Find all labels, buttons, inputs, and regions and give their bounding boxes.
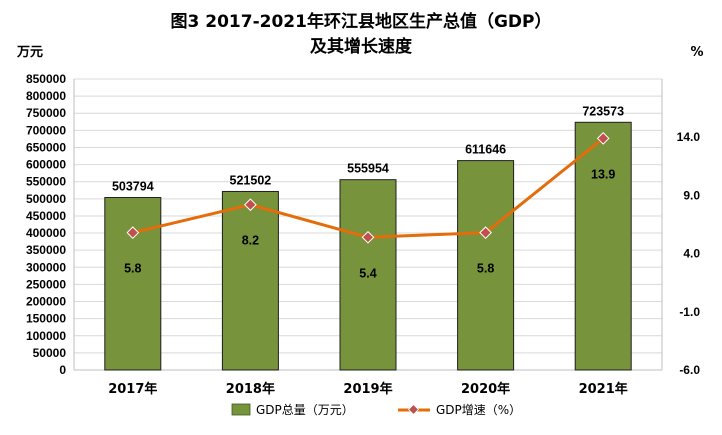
growth-value-label: 5.8 [124,262,141,276]
left-tick-label: 50000 [33,346,67,360]
gdp-bar [221,190,279,371]
right-axis-ticks: -6.0 -1.0 4.0 9.0 14.0 [677,130,701,377]
gdp-bar-value-label: 611646 [465,143,506,157]
left-tick-label: 500000 [26,192,66,206]
category-tick-label: 2019年 [343,381,392,397]
growth-marker [126,226,140,240]
left-tick-label: 700000 [26,123,66,137]
left-tick-label: 650000 [26,140,66,154]
right-axis-unit: % [690,45,703,60]
left-axis-ticks: 0 50000 100000 150000 200000 250000 300000 3500… [26,72,66,377]
growth-value-label: 8.2 [242,234,259,248]
category-tick-label: 2021年 [579,381,628,397]
left-tick-label: 300000 [26,260,66,274]
left-tick-label: 450000 [26,209,66,223]
chart-title-line1: 图3 2017-2021年环江县地区生产总值（GDP） [171,11,552,32]
gdp-bar-value-label: 521502 [230,173,272,187]
category-tick-label: 2017年 [108,381,157,397]
right-tick-label: 9.0 [683,188,700,202]
legend-line-label: GDP增速（%） [436,403,521,417]
left-tick-label: 600000 [26,158,66,172]
gdp-bar [339,179,397,371]
growth-marker [596,132,610,145]
legend: GDP总量（万元） GDP增速（%） [231,403,521,417]
growth-marker [361,230,375,244]
gdp-bar [104,197,162,371]
gridlines [73,78,663,371]
gdp-bar-value-label: 555954 [347,162,389,176]
right-tick-label: 14.0 [677,130,701,144]
growth-value-label: 5.4 [359,266,376,280]
right-tick-label: -6.0 [679,363,700,377]
category-tick-label: 2020年 [461,381,510,397]
gdp-bar-value-label: 723573 [582,104,624,118]
legend-marker-icon [407,403,420,416]
chart-title-line2: 及其增长速度 [310,36,413,57]
growth-value-label: 13.9 [591,167,615,181]
legend-bar-label: GDP总量（万元） [256,403,354,417]
gdp-bar [457,160,515,371]
left-tick-label: 400000 [26,226,66,240]
growth-marker [244,198,257,212]
left-tick-label: 250000 [26,277,66,291]
left-tick-label: 150000 [26,312,66,326]
category-tick-label: 2018年 [226,381,275,397]
left-tick-label: 750000 [26,106,66,120]
left-axis-unit: 万元 [16,45,43,60]
left-tick-label: 100000 [26,329,66,343]
left-tick-label: 800000 [26,89,66,103]
right-tick-label: -1.0 [679,305,700,319]
gdp-bar [574,121,632,371]
growth-value-label: 5.8 [477,262,494,276]
category-axis-ticks: 2017年 2018年 2019年 2020年 2021年 [108,381,628,397]
growth-marker [479,226,492,240]
gdp-bar-value-label: 503794 [112,180,154,194]
left-tick-label: 850000 [26,72,66,86]
right-tick-label: 4.0 [683,247,700,261]
left-tick-label: 200000 [26,295,66,309]
left-tick-label: 550000 [26,175,66,189]
left-tick-label: 0 [59,363,66,377]
bar-series: 503794 521502 555954 611646 723573 [104,104,632,371]
legend-bar-swatch [231,403,251,416]
left-tick-label: 350000 [26,243,66,257]
line-series: 5.8 8.2 5.4 5.8 13.9 [124,132,615,280]
